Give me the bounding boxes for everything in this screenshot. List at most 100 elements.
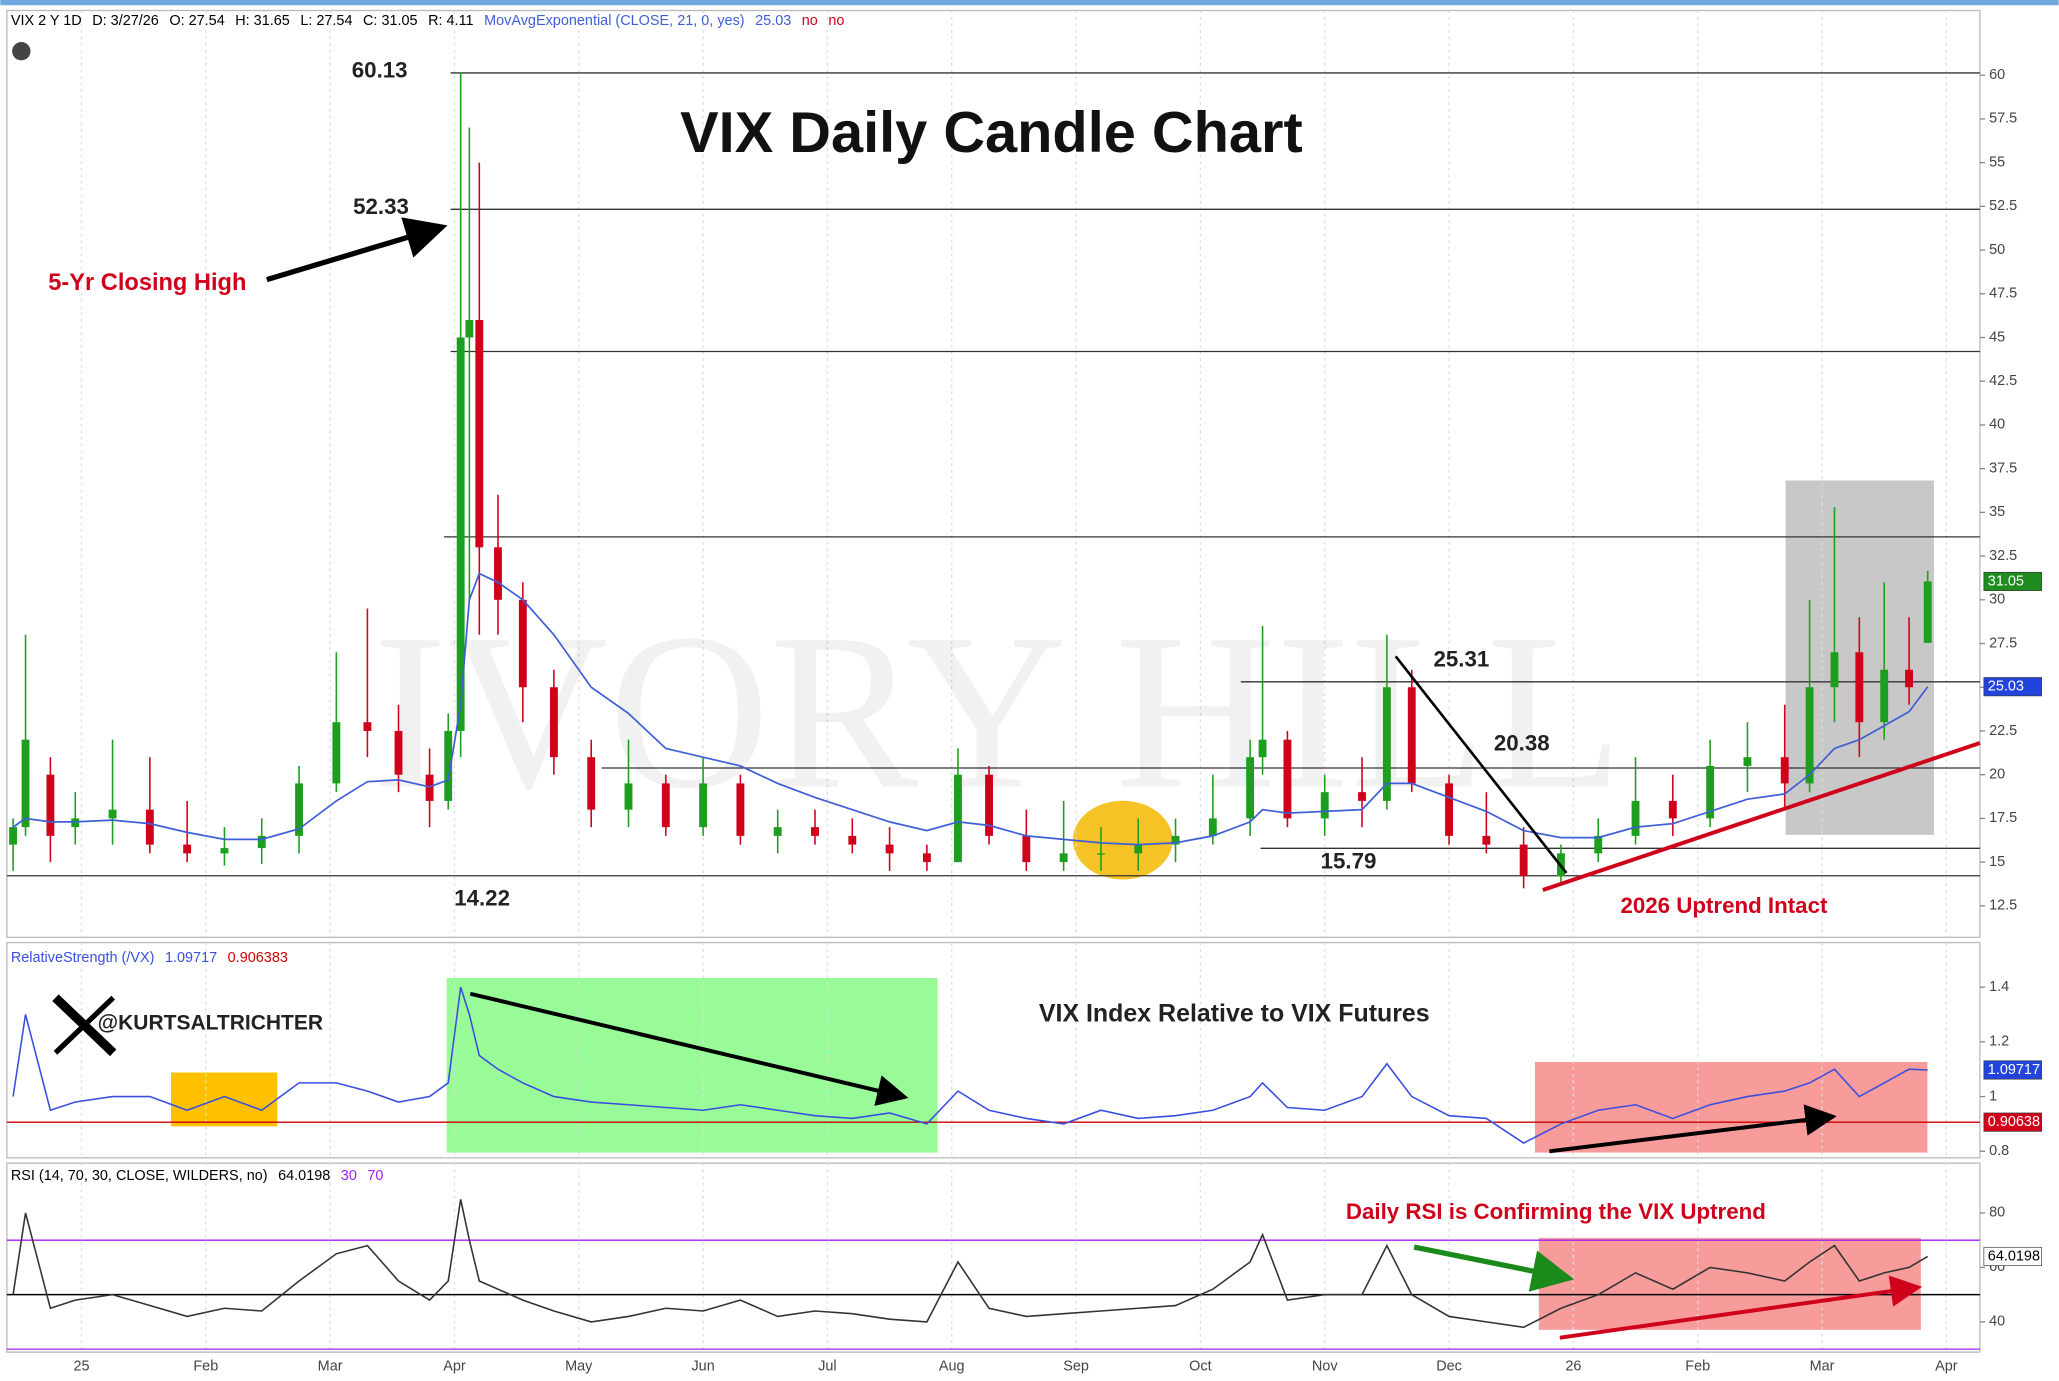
y-tick-label: 40 [1989, 417, 2005, 433]
arrow [1413, 1244, 1575, 1292]
level-label: 20.38 [1494, 730, 1550, 755]
candle-body [1743, 757, 1752, 766]
trend-line [1394, 655, 1568, 874]
candle-body [257, 835, 266, 849]
handle: @KURTSALTRICHTER [98, 1011, 323, 1034]
candle-body [1134, 844, 1143, 854]
header-label: C: 31.05 [363, 13, 418, 29]
candle-body [1519, 844, 1528, 877]
watermark: IVORY HILL [373, 588, 1623, 835]
header-label: L: 27.54 [300, 13, 352, 29]
candle-body [1905, 669, 1913, 688]
candle-body [773, 827, 782, 836]
header-label: D: 3/27/26 [92, 13, 159, 29]
highlight-box [170, 1072, 278, 1127]
candle-body [1594, 835, 1603, 854]
header-label: 30 [341, 1168, 357, 1184]
annotation: 2026 Uptrend Intact [1620, 893, 1827, 918]
price-tag [1983, 571, 2042, 591]
candle-body [1780, 757, 1789, 784]
arrow [1549, 1104, 1837, 1154]
header-label: H: 31.65 [235, 13, 290, 29]
candle-body [494, 547, 502, 600]
price-tag-label: 1.09717 [1988, 1062, 2040, 1078]
candle-body [71, 818, 80, 828]
ema-line [12, 572, 1929, 846]
candle-body [1022, 835, 1031, 863]
price-tag-label: 31.05 [1988, 573, 2024, 589]
candle-body [1407, 687, 1416, 784]
candle-body [922, 853, 931, 863]
price-tag-label: 0.90638 [1988, 1114, 2040, 1130]
candle-body [1830, 652, 1839, 688]
candle-body [661, 783, 670, 828]
price-panel [6, 9, 1981, 938]
rs-panel [6, 941, 1981, 1159]
plot-area: 25 Feb Mar Apr May Jun Jul Aug Sep Oct Nov Dec 26 Feb… [6, 10, 2042, 1374]
y-tick-label: 40 [1989, 1314, 2005, 1330]
candle-body [456, 337, 465, 731]
x-tick-label: 25 [73, 1358, 89, 1374]
candle-body [1059, 853, 1068, 863]
y-tick-label: 60 [1989, 67, 2005, 83]
price-tag [1983, 1112, 2042, 1132]
y-tick-label: 42.5 [1989, 373, 2017, 389]
candle-body [549, 687, 558, 758]
header-label: O: 27.54 [169, 13, 224, 29]
y-tick-label: 55 [1989, 154, 2005, 170]
candle-body [1258, 739, 1267, 758]
candle-body [699, 783, 708, 828]
price-tag [1983, 1060, 2042, 1080]
line [12, 1199, 1929, 1329]
y-tick-label: 1.2 [1989, 1034, 2009, 1050]
candle-body [1246, 757, 1255, 819]
candle-body [885, 844, 894, 854]
y-tick-label: 50 [1989, 242, 2005, 258]
candle-body [1320, 792, 1329, 819]
y-tick-label: 20 [1989, 766, 2005, 782]
level-label: 60.13 [352, 58, 408, 83]
y-tick-label: 12.5 [1989, 898, 2017, 914]
header-label: VIX 2 Y 1D [11, 13, 82, 29]
candle-body [108, 809, 117, 819]
x-tick-label: Sep [1063, 1358, 1089, 1374]
trend-line [1542, 741, 1981, 892]
header-label: R: 4.11 [428, 13, 473, 29]
header-label: 25.03 [755, 13, 791, 29]
y-tick-label: 30 [1989, 592, 2005, 608]
y-tick-label: 1.4 [1989, 979, 2009, 995]
x-tick-label: Mar [318, 1358, 343, 1374]
price-tag [1983, 677, 2042, 697]
candle-body [1097, 853, 1105, 855]
header-label: 70 [367, 1168, 383, 1184]
price-tag [1983, 1246, 2042, 1266]
candle-body [1668, 800, 1677, 819]
candle-body [1631, 800, 1640, 836]
candle-body [518, 599, 527, 688]
header-label: RSI (14, 70, 30, CLOSE, WILDERS, no) [11, 1168, 268, 1184]
candle-body [475, 320, 484, 548]
x-tick-label: Apr [443, 1358, 466, 1374]
level-label: 52.33 [353, 194, 409, 219]
header-label: 0.906383 [228, 950, 288, 966]
x-tick-label: Oct [1189, 1358, 1211, 1374]
x-tick-label: Aug [939, 1358, 965, 1374]
y-tick-label: 22.5 [1989, 723, 2017, 739]
y-tick-label: 27.5 [1989, 635, 2017, 651]
candle-body [465, 320, 474, 338]
y-tick-label: 35 [1989, 504, 2005, 520]
header-label: MovAvgExponential (CLOSE, 21, 0, yes) [484, 13, 745, 29]
candle-body [1805, 687, 1814, 784]
candle-body [1923, 581, 1932, 643]
level-label: 15.79 [1321, 849, 1377, 874]
header-label: no [828, 13, 844, 29]
candle-body [1880, 669, 1889, 723]
panel-title: Daily RSI is Confirming the VIX Uptrend [1346, 1199, 1766, 1224]
level-label: 14.22 [454, 885, 510, 910]
candle-body [46, 774, 55, 836]
x-tick-label: Mar [1810, 1358, 1835, 1374]
candle-body [444, 730, 453, 801]
candle-body [1358, 792, 1366, 801]
header-label: no [802, 13, 818, 29]
x-tick-label: May [565, 1358, 593, 1374]
